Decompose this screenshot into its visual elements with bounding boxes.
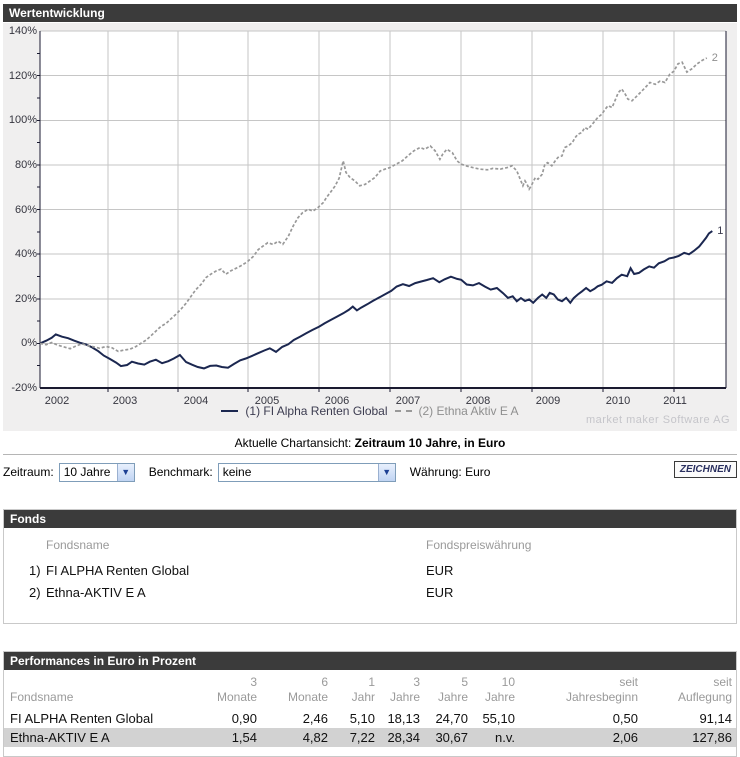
performance-section-title-bar: Performances in Euro in Prozent (4, 652, 736, 670)
y-axis-tick-label: -20% (11, 382, 37, 394)
perf-value: 91,14 (699, 711, 732, 726)
perf-col-ytd: seit Jahresbeginn (565, 675, 638, 704)
perf-col-1j: 1 Jahr (351, 675, 375, 704)
series-end-label: 1 (717, 225, 723, 237)
zeitraum-label: Zeitraum: (3, 465, 54, 479)
x-axis-tick-label: 2006 (324, 395, 350, 407)
x-axis-tick-label: 2008 (465, 395, 491, 407)
caption-prefix: Aktuelle Chartansicht: (234, 436, 355, 450)
perf-value: 2,06 (519, 728, 642, 747)
table-row: 2) Ethna-AKTIV E A EUR (4, 582, 736, 604)
fonds-section-title: Fonds (10, 512, 46, 526)
perf-col-inception: seit Auflegung (677, 675, 732, 704)
fonds-col-name: Fondsname (46, 538, 110, 552)
fund-name: Ethna-AKTIV E A (46, 585, 146, 600)
perf-col-6m: 6 Monate (287, 675, 328, 704)
legend-line-swatch-2 (394, 410, 412, 412)
perf-value: 18,13 (387, 711, 420, 726)
performance-line-chart: 12 (37, 30, 727, 392)
chart-caption: Aktuelle Chartansicht: Zeitraum 10 Jahre… (3, 431, 737, 454)
separator (3, 454, 737, 455)
perf-value: 55,10 (482, 711, 515, 726)
fonds-table: Fondsname Fondspreiswährung 1) FI ALPHA … (4, 532, 736, 604)
performance-section: Performances in Euro in Prozent Fondsnam… (3, 651, 737, 757)
x-axis-tick-label: 2007 (395, 395, 421, 407)
y-axis-tick-label: 40% (14, 248, 37, 261)
watermark: market maker Software AG (585, 414, 730, 426)
fund-index: 2) (29, 585, 41, 600)
perf-value: 0,90 (231, 711, 257, 726)
performance-table: Fondsname 3 Monate 6 Monate 1 Jahr 3 Jahre 5… (4, 670, 736, 747)
fonds-col-num (4, 532, 46, 560)
legend-label-1: (1) FI Alpha Renten Global (245, 404, 388, 418)
fund-name: FI ALPHA Renten Global (10, 711, 154, 726)
perf-value: 4,82 (261, 728, 332, 747)
fund-name: FI ALPHA Renten Global (46, 563, 190, 578)
page-title: Wertentwicklung (9, 6, 105, 20)
y-axis-tick-label: 120% (8, 69, 37, 82)
zeichnen-button[interactable]: ZEICHNEN (673, 461, 737, 478)
chart-controls: Zeitraum: 10 Jahre ▼ Benchmark: keine ▼ … (3, 460, 737, 484)
benchmark-value: keine (222, 465, 252, 479)
legend-line-swatch-1 (221, 410, 239, 412)
fonds-col-currency: Fondspreiswährung (426, 538, 532, 552)
y-axis-tick-label: 140% (8, 25, 37, 37)
waehrung-label: Währung: Euro (409, 465, 491, 479)
y-axis-tick-label: 20% (14, 292, 37, 305)
perf-value: 7,22 (332, 728, 379, 747)
y-axis-tick-label: 100% (8, 114, 37, 127)
y-axis-tick-label: 80% (14, 158, 37, 171)
zeitraum-value: 10 Jahre (63, 465, 111, 479)
x-axis-tick-label: 2004 (183, 395, 209, 407)
perf-col-5j: 5 Jahre (437, 675, 468, 704)
caption-value: Zeitraum 10 Jahre, in Euro (354, 436, 506, 450)
perf-value: 127,86 (642, 728, 736, 747)
y-axis-tick-label: 60% (14, 203, 37, 216)
table-row: Ethna-AKTIV E A 1,54 4,82 7,22 28,34 30,… (4, 728, 736, 747)
chevron-down-icon[interactable]: ▼ (377, 463, 395, 481)
perf-col-3m: 3 Monate (216, 675, 257, 704)
benchmark-select[interactable]: keine ▼ (217, 462, 396, 482)
perf-col-fondsname: Fondsname (10, 690, 74, 704)
fonds-header-row: Fondsname Fondspreiswährung (4, 532, 736, 560)
perf-value: 24,70 (435, 711, 468, 726)
page-title-bar: Wertentwicklung (3, 4, 737, 22)
perf-col-3j: 3 Jahre (389, 675, 420, 704)
series-line-2 (39, 57, 708, 353)
x-axis-tick-label: 2010 (605, 395, 631, 407)
perf-value: 30,67 (424, 728, 472, 747)
perf-value: 1,54 (197, 728, 261, 747)
perf-value: 0,50 (612, 711, 638, 726)
fund-name: Ethna-AKTIV E A (4, 728, 197, 747)
fonds-section-title-bar: Fonds (4, 510, 736, 528)
perf-value: 28,34 (379, 728, 424, 747)
x-axis-tick-label: 2002 (44, 395, 70, 407)
x-axis-tick-label: 2009 (535, 395, 561, 407)
perf-value: 5,10 (349, 711, 375, 726)
perf-col-10j: 10 Jahre (484, 675, 515, 704)
chevron-down-icon[interactable]: ▼ (116, 463, 134, 481)
performance-section-title: Performances in Euro in Prozent (10, 654, 197, 668)
x-axis-tick-label: 2011 (663, 395, 687, 407)
table-row: FI ALPHA Renten Global 0,90 2,46 5,10 18… (4, 709, 736, 728)
fund-index: 1) (29, 563, 41, 578)
y-axis-tick-label: 0% (21, 337, 37, 350)
series-end-label: 2 (712, 52, 718, 64)
x-axis-tick-label: 2003 (112, 395, 138, 407)
performance-header-row: Fondsname 3 Monate 6 Monate 1 Jahr 3 Jahre 5… (4, 670, 736, 709)
legend-label-2: (2) Ethna Aktiv E A (418, 404, 519, 418)
benchmark-label: Benchmark: (148, 465, 213, 479)
fund-currency: EUR (426, 563, 454, 578)
x-axis-tick-label: 2005 (254, 395, 280, 407)
chart-legend: (1) FI Alpha Renten Global (2) Ethna Akt… (3, 404, 737, 418)
fonds-section: Fonds Fondsname Fondspreiswährung 1) FI … (3, 509, 737, 624)
perf-value: 2,46 (302, 711, 328, 726)
perf-value: n.v. (472, 728, 519, 747)
table-row: 1) FI ALPHA Renten Global EUR (4, 560, 736, 582)
series-line-1 (39, 230, 713, 370)
fund-currency: EUR (426, 585, 454, 600)
zeitraum-select[interactable]: 10 Jahre ▼ (58, 462, 135, 482)
